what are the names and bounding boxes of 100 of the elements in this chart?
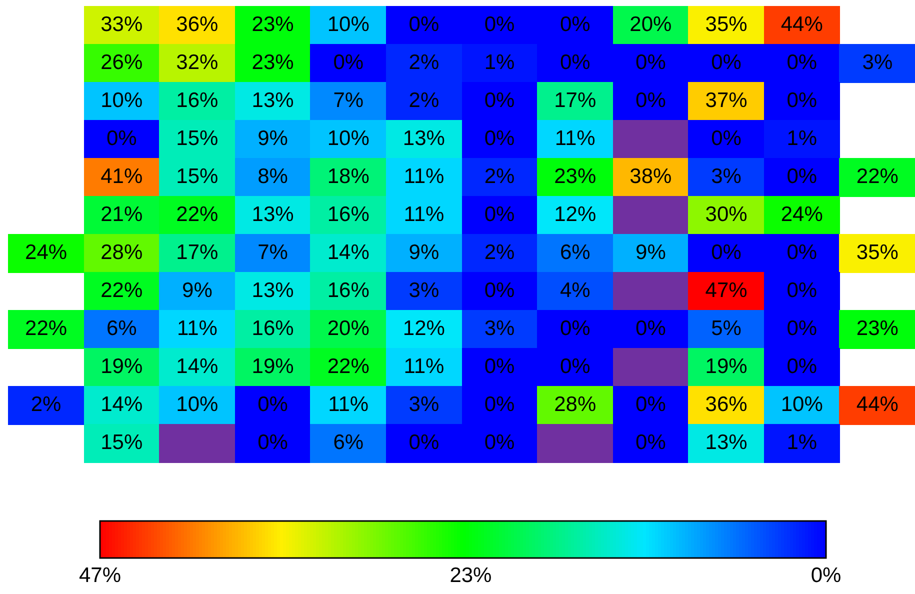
data-label: 15%	[159, 120, 236, 158]
data-label: 19%	[234, 348, 311, 386]
data-label: 35%	[688, 6, 764, 44]
color-bar-label: 0%	[810, 564, 842, 588]
data-label: 11%	[386, 196, 462, 234]
data-label: 38%	[612, 158, 689, 196]
data-label: 0%	[462, 348, 538, 386]
data-label: 0%	[537, 44, 614, 82]
data-label: 7%	[234, 234, 311, 272]
data-label: 28%	[84, 234, 160, 272]
data-label: 11%	[386, 348, 462, 386]
data-label: 0%	[234, 424, 311, 462]
data-label: 1%	[764, 424, 840, 462]
data-label: 0%	[612, 386, 689, 424]
data-label: 35%	[839, 234, 915, 272]
data-label: 0%	[386, 424, 462, 462]
color-bar-label: 47%	[78, 564, 122, 588]
data-label: 0%	[764, 82, 840, 120]
data-label: 3%	[386, 272, 462, 310]
data-label: 15%	[159, 158, 236, 196]
data-label: 21%	[84, 196, 160, 234]
data-label: 18%	[310, 158, 386, 196]
data-label: 0%	[462, 82, 538, 120]
data-label: 3%	[462, 310, 538, 348]
data-label: 9%	[612, 234, 689, 272]
data-label: 7%	[310, 82, 386, 120]
data-label: 4%	[537, 272, 614, 310]
data-label: 0%	[462, 196, 538, 234]
data-label: 44%	[764, 6, 840, 44]
data-label: 16%	[310, 196, 386, 234]
data-label: 32%	[159, 44, 236, 82]
data-label: 0%	[234, 386, 311, 424]
data-label: 17%	[159, 234, 236, 272]
data-label: 0%	[462, 120, 538, 158]
data-label: 2%	[462, 234, 538, 272]
data-label: 6%	[537, 234, 614, 272]
data-label: 22%	[8, 310, 84, 348]
data-label: 8%	[234, 158, 311, 196]
data-label: 2%	[386, 44, 462, 82]
data-label: 24%	[764, 196, 840, 234]
data-label: 13%	[688, 424, 764, 462]
data-label: 0%	[462, 424, 538, 462]
data-label: 0%	[688, 120, 764, 158]
data-label: 11%	[386, 158, 462, 196]
data-label: 22%	[84, 272, 160, 310]
data-label: 11%	[159, 310, 236, 348]
data-label: 17%	[537, 82, 614, 120]
data-label: 44%	[839, 386, 915, 424]
data-label: 0%	[764, 158, 840, 196]
data-label: 0%	[537, 310, 614, 348]
data-label: 10%	[159, 386, 236, 424]
data-label: 1%	[764, 120, 840, 158]
data-label: 2%	[462, 158, 538, 196]
data-label: 11%	[537, 120, 614, 158]
data-label: 16%	[159, 82, 236, 120]
data-label: 14%	[84, 386, 160, 424]
data-label: 36%	[688, 386, 764, 424]
data-label: 6%	[310, 424, 386, 462]
data-label: 37%	[688, 82, 764, 120]
data-label: 14%	[159, 348, 236, 386]
data-label: 22%	[159, 196, 236, 234]
data-label: 13%	[386, 120, 462, 158]
data-label: 0%	[688, 44, 764, 82]
data-label: 19%	[688, 348, 764, 386]
data-label: 0%	[537, 6, 614, 44]
data-label: 23%	[234, 6, 311, 44]
data-label: 10%	[310, 120, 386, 158]
data-label: 10%	[764, 386, 840, 424]
data-label: 3%	[839, 44, 915, 82]
data-label: 3%	[386, 386, 462, 424]
data-label: 36%	[159, 6, 236, 44]
data-label: 0%	[764, 348, 840, 386]
data-label: 9%	[386, 234, 462, 272]
data-label: 0%	[764, 44, 840, 82]
data-label: 0%	[84, 120, 160, 158]
data-label: 3%	[688, 158, 764, 196]
data-label: 0%	[462, 386, 538, 424]
data-label: 0%	[764, 234, 840, 272]
data-label: 0%	[612, 44, 689, 82]
data-label: 0%	[462, 272, 538, 310]
data-label: 9%	[234, 120, 311, 158]
data-label: 15%	[84, 424, 160, 462]
data-label: 19%	[84, 348, 160, 386]
data-label: 22%	[839, 158, 915, 196]
data-label: 2%	[8, 386, 84, 424]
data-label: 14%	[310, 234, 386, 272]
data-label: 0%	[386, 6, 462, 44]
data-label: 26%	[84, 44, 160, 82]
data-label: 47%	[688, 272, 764, 310]
data-label: 0%	[612, 310, 689, 348]
data-label: 0%	[764, 310, 840, 348]
data-label: 10%	[310, 6, 386, 44]
data-label: 13%	[234, 82, 311, 120]
data-label: 20%	[612, 6, 689, 44]
data-label: 0%	[688, 234, 764, 272]
data-label: 9%	[159, 272, 236, 310]
data-label: 16%	[310, 272, 386, 310]
data-label: 23%	[234, 44, 311, 82]
data-label: 33%	[84, 6, 160, 44]
data-label: 28%	[537, 386, 614, 424]
